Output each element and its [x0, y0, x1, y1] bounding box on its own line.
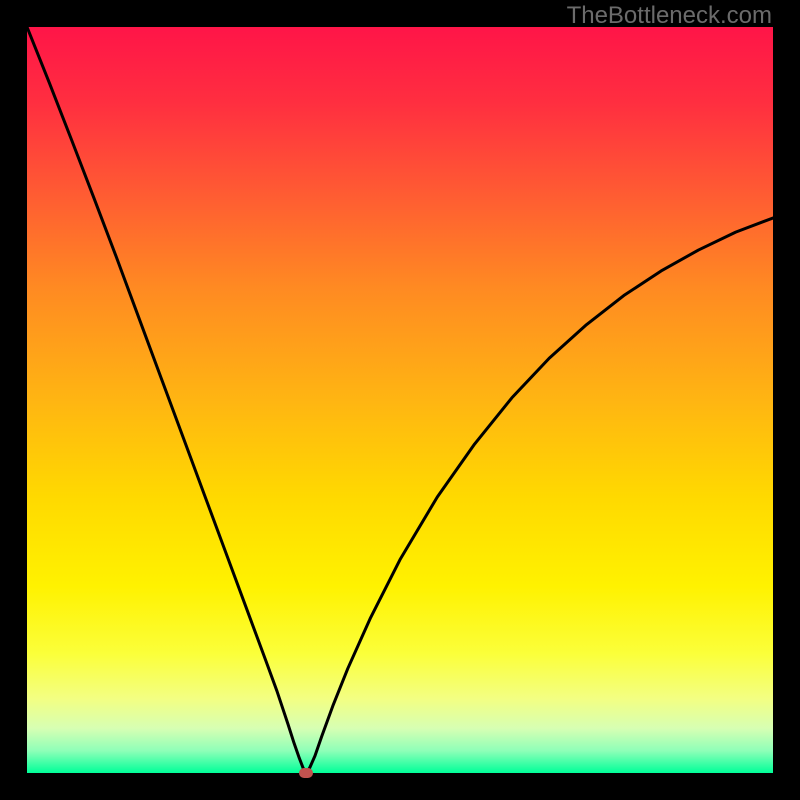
- watermark-text: TheBottleneck.com: [567, 2, 772, 30]
- bottleneck-curve: [27, 27, 773, 773]
- minimum-marker: [299, 768, 313, 778]
- plot-area: [27, 27, 773, 773]
- chart-frame: TheBottleneck.com: [0, 0, 800, 800]
